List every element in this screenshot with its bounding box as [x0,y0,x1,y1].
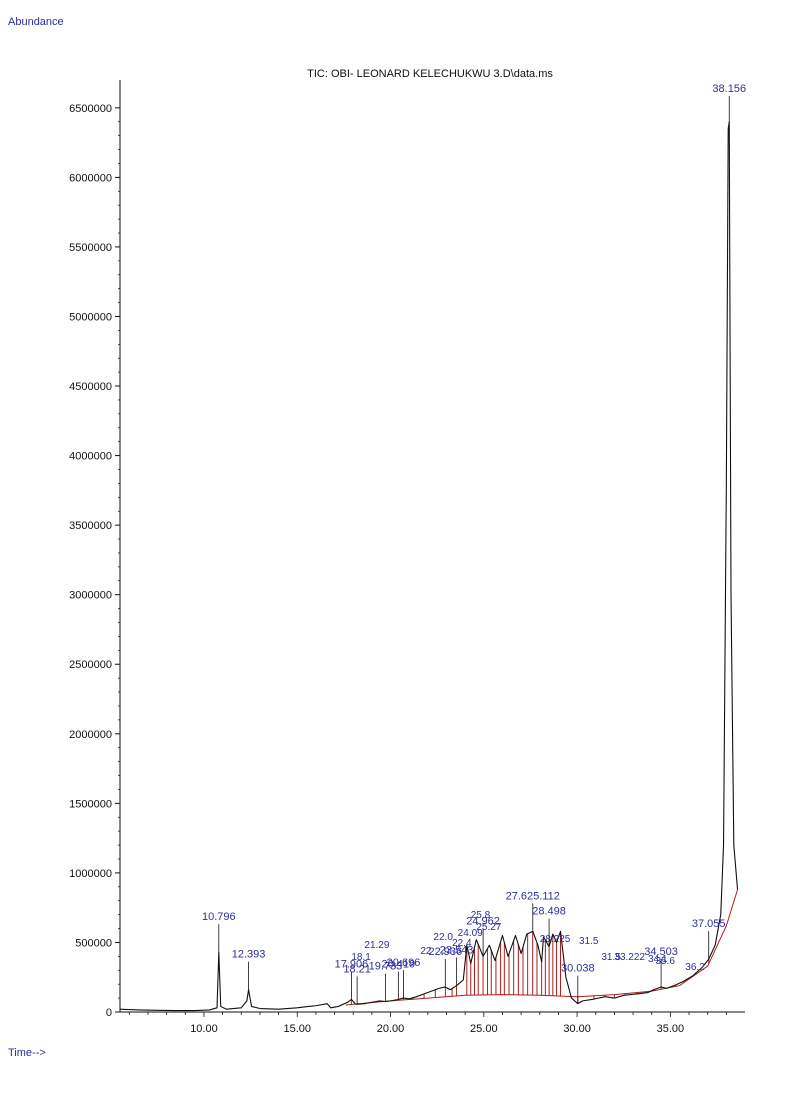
peak-label: 12.393 [232,949,266,961]
peak-label: 23.543 [440,945,474,957]
y-tick-label: 2500000 [69,659,112,671]
crowded-peak-label: 22 [420,946,432,957]
x-tick-label: 10.00 [190,1023,218,1035]
y-tick-label: 1000000 [69,868,112,880]
y-tick-label: 6500000 [69,103,112,115]
crowded-peak-label: 24.09 [458,928,483,939]
y-tick-label: 4500000 [69,381,112,393]
peak-label: 38.156 [712,83,746,95]
crowded-peak-label: 22.0 [433,932,453,943]
x-tick-label: 25.00 [470,1023,498,1035]
peak-label: 28.498 [532,906,566,918]
peak-label: 24.962 [466,915,500,927]
integration-lines [345,889,739,1006]
x-axis-label: Time--> [8,1047,46,1059]
peak-label: 10.796 [202,911,236,923]
peak-label: 20.419 [382,958,416,970]
peak-label: 34.503 [644,946,678,958]
crowded-peak-label: 25.27 [476,922,501,933]
peak-label: 20.696 [387,957,421,969]
peak-label: 27.625.112 [506,890,560,902]
chart-title: TIC: OBI- LEONARD KELECHUKWU 3.D\data.ms [307,68,553,80]
y-tick-label: 3000000 [69,590,112,602]
y-axis-label: Abundance [8,16,64,28]
y-tick-label: 5500000 [69,242,112,254]
y-tick-label: 500000 [75,937,112,949]
crowded-peak-label: 22.4 [452,938,472,949]
y-tick-label: 4000000 [69,451,112,463]
crowded-peak-label: 28.225 [540,934,571,945]
x-axis: 10.00 15.00 20.00 25.00 30.00 35.00 [120,1011,745,1035]
peak-label: 37.055 [692,918,726,930]
y-tick-label: 3500000 [69,520,112,532]
y-tick-label: 0 [106,1007,112,1019]
y-tick-label: 2000000 [69,729,112,741]
crowded-peak-label: 18.1 [351,952,371,963]
y-tick-label: 5000000 [69,311,112,323]
peak-label: 19.733 [369,961,403,973]
peak-labels: 10.796 12.393 17.906 20.696 38.156 24.962 27.6… [202,83,746,1005]
y-axis: 0 500000 1000000 1500000 2000000 2500000 30000… [69,80,121,1019]
crowded-peak-label: 31.5 [601,952,621,963]
y-tick-label: 6000000 [69,172,112,184]
crowded-peak-label: 25.8 [471,910,491,921]
integration-baseline [345,889,739,1006]
x-tick-label: 30.00 [563,1023,591,1035]
x-tick-label: 15.00 [283,1023,311,1035]
peak-label: 30.038 [561,963,595,975]
crowded-peak-label: 35.6 [655,956,675,967]
x-tick-label: 20.00 [377,1023,405,1035]
peak-label: 22.936 [428,946,462,958]
x-tick-label: 35.00 [657,1023,685,1035]
crowded-peak-label: 33.222 [614,952,645,963]
series-line [119,121,739,1012]
peak-label: 18.21 [343,963,371,975]
crowded-peak-label: 36.2 [685,962,705,973]
crowded-peak-label: 34.1 [648,954,668,965]
crowded-peak-label: 21.29 [364,940,389,951]
crowded-peak-label: 31.5 [579,936,599,947]
tic-trace [119,121,739,1012]
y-tick-label: 1500000 [69,798,112,810]
peak-label: 17.906 [335,958,369,970]
